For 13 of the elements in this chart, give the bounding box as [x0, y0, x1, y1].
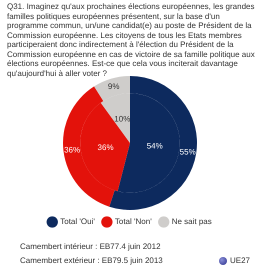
chart-title: Q31. Imaginez qu'aux prochaines élections européennes, les grandes familles politiques européennes présentent, sur la base d'un programme commun, un/une candidat(e) au poste de Président de la Commission européenne. Les citoyens de tous les Etats membres participeraient donc indirectement à l'élection du Président de la Commission européenne en cas de victoire de sa famille politique aux élections européennes. Est-ce que cela vous inciterait davantage qu'aujourd'hui à aller voter ?	[7, 2, 256, 78]
text: UE27	[230, 256, 250, 265]
legend-label: Total 'Oui'	[60, 217, 96, 226]
text: Camembert intérieur : EB77.4 juin 2012	[20, 242, 161, 251]
legend-label: Ne sait pas	[172, 217, 212, 226]
data-label: 36%	[64, 146, 80, 155]
data-label: 9%	[108, 82, 120, 92]
legend-label: Total 'Non'	[114, 217, 152, 226]
data-label: 55%	[180, 147, 196, 156]
text: Camembert extérieur : EB79.5 juin 2013	[20, 256, 163, 265]
data-label: 36%	[98, 142, 114, 152]
data-label: 10%	[114, 114, 130, 124]
data-label: 54%	[146, 141, 163, 150]
